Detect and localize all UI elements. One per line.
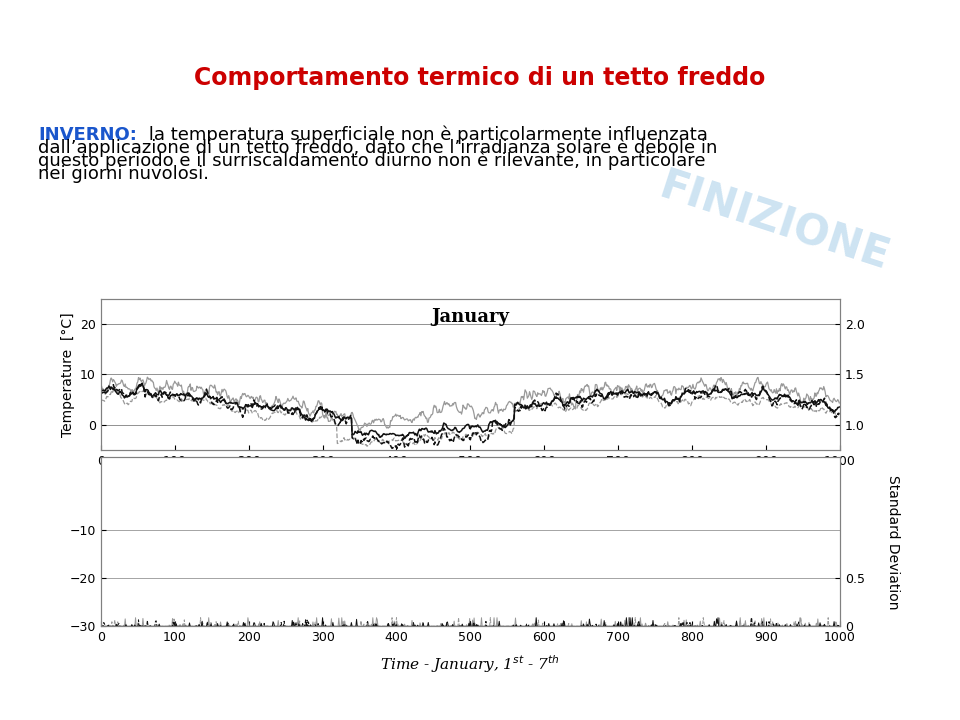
Y-axis label: Temperature  [°C]: Temperature [°C]: [60, 312, 75, 437]
Text: nei giorni nuvolosi.: nei giorni nuvolosi.: [38, 164, 209, 182]
Y-axis label: Standard Deviation: Standard Deviation: [886, 474, 900, 609]
Text: 18: 18: [909, 690, 936, 710]
Text: Project MAIN – “MAteriaux INtelligents’’’: Project MAIN – “MAteriaux INtelligents’’…: [274, 20, 686, 38]
Text: A02p1/S04p1.  Cool roofs: A02p1/S04p1. Cool roofs: [14, 691, 252, 709]
Text: FINIZIONE: FINIZIONE: [654, 166, 894, 279]
Text: dall’applicazione di un tetto freddo, dato che l’irradianza solare è debole in: dall’applicazione di un tetto freddo, da…: [38, 139, 718, 158]
Text: January: January: [431, 308, 510, 326]
Text: questo periodo e il surriscaldamento diurno non è rilevante, in particolare: questo periodo e il surriscaldamento diu…: [38, 152, 706, 170]
Text: Comportamento termico di un tetto freddo: Comportamento termico di un tetto freddo: [194, 66, 766, 90]
Text: la temperatura superficiale non è particolarmente influenzata: la temperatura superficiale non è partic…: [143, 126, 708, 145]
Text: Time - January, 1$^{st}$ - 7$^{th}$: Time - January, 1$^{st}$ - 7$^{th}$: [380, 654, 561, 675]
Text: INVERNO:: INVERNO:: [38, 126, 137, 144]
